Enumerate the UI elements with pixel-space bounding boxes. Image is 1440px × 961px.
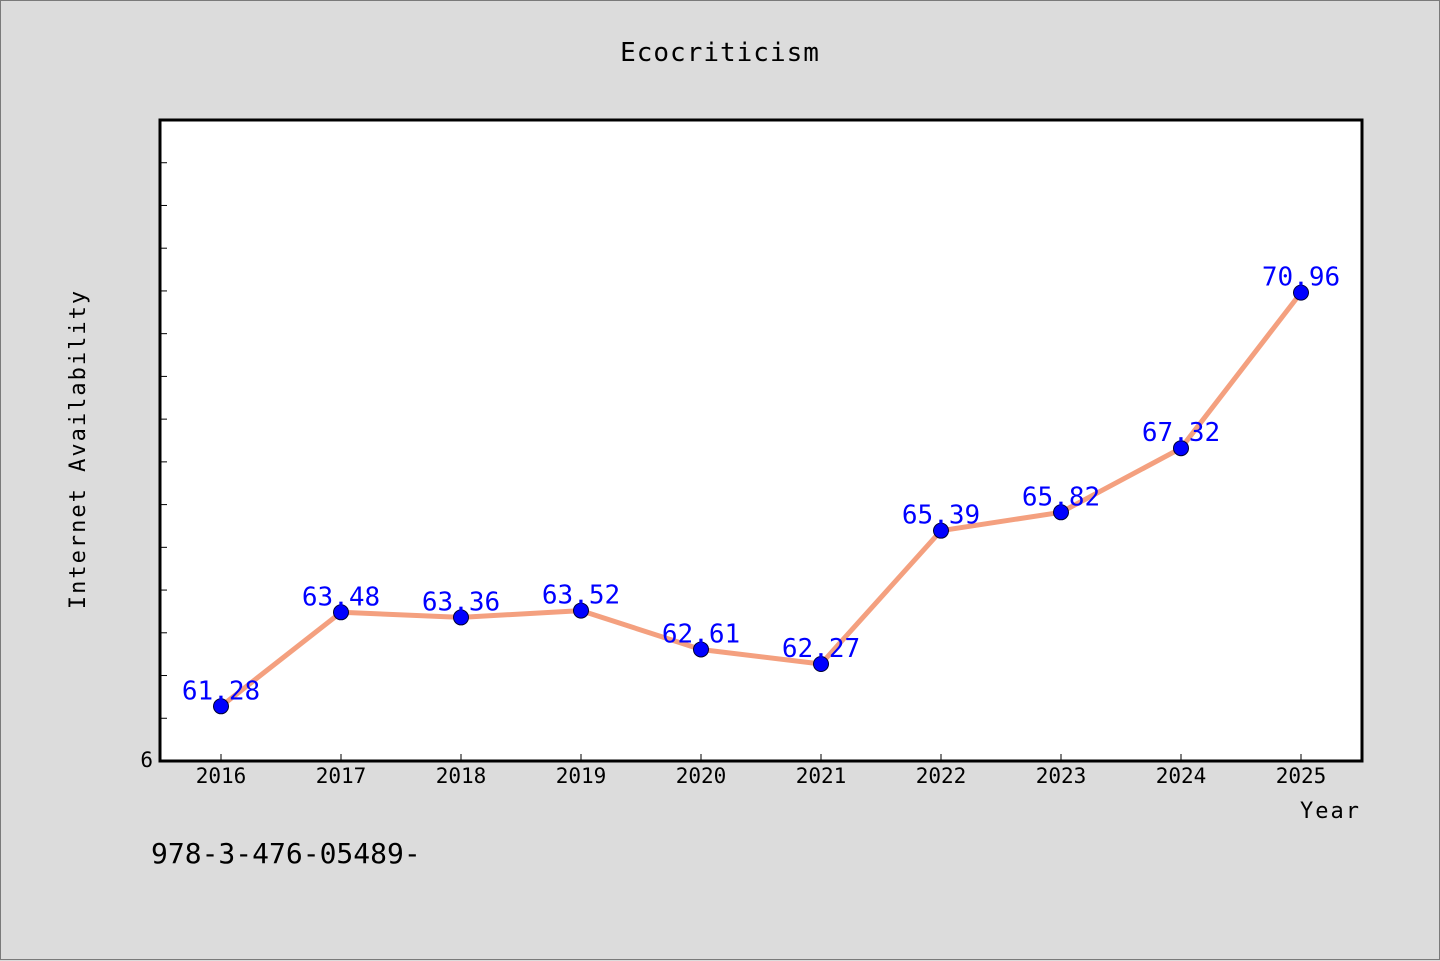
data-label-2017: 63.48: [302, 582, 380, 612]
data-point-2021: [813, 655, 829, 672]
series-line: [219, 291, 1303, 709]
data-label-2024: 67.32: [1142, 418, 1220, 448]
x-axis-tick-labels: 2016 2017 2018 2019 2020 2021 2022 2023 2024 2025: [196, 764, 1327, 788]
y-axis-label: Internet Availability: [66, 289, 91, 609]
data-label-2023: 65.82: [1022, 482, 1100, 512]
x-tick-label-2024: 2024: [1156, 764, 1207, 788]
y-tick-label-0: 6: [140, 748, 153, 772]
footer-isbn-text: 978-3-476-05489-: [151, 837, 421, 870]
x-axis-label: Year: [1300, 799, 1361, 824]
data-label-2020: 62.61: [662, 619, 740, 649]
x-tick-label-2023: 2023: [1036, 764, 1087, 788]
x-tick-label-2021: 2021: [796, 764, 847, 788]
data-point-2018: [453, 609, 469, 626]
data-point-2022: [933, 522, 949, 539]
data-point-2016: [213, 698, 229, 715]
data-label-2025: 70.96: [1262, 263, 1340, 293]
x-tick-label-2018: 2018: [436, 764, 487, 788]
y-axis-ticks: [160, 162, 167, 719]
data-label-2019: 63.52: [542, 581, 620, 611]
data-label-2018: 63.36: [422, 587, 500, 617]
data-point-2023: [1053, 504, 1069, 521]
data-point-2017: [333, 604, 349, 621]
data-label-2021: 62.27: [782, 634, 860, 664]
chart-title: Ecocriticism: [620, 38, 820, 68]
x-tick-label-2016: 2016: [196, 764, 247, 788]
data-markers: [213, 284, 1309, 715]
data-point-2020: [693, 641, 709, 658]
data-point-2025: [1293, 284, 1309, 301]
data-point-2019: [573, 602, 589, 619]
x-tick-label-2025: 2025: [1276, 764, 1327, 788]
data-labels: 61.28 63.48 63.36 63.52 62.61 62.27 65.39 65.82…: [182, 263, 1340, 707]
x-tick-label-2022: 2022: [916, 764, 967, 788]
x-tick-label-2020: 2020: [676, 764, 727, 788]
data-label-2022: 65.39: [902, 501, 980, 531]
data-point-2024: [1173, 440, 1189, 457]
plot-area: [158, 118, 1364, 763]
data-label-2016: 61.28: [182, 676, 260, 706]
x-tick-label-2019: 2019: [556, 764, 607, 788]
y-axis-tick-labels: 6: [140, 748, 153, 772]
x-axis-ticks: [220, 754, 1302, 761]
x-tick-label-2017: 2017: [316, 764, 367, 788]
